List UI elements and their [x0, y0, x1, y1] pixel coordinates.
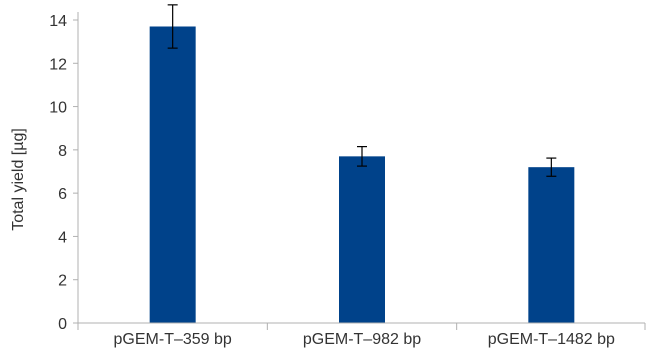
bar [339, 156, 385, 323]
y-axis-title: Total yield [µg] [10, 128, 27, 231]
x-tick-label: pGEM-T–1482 bp [488, 331, 615, 348]
y-tick-label: 14 [49, 13, 67, 30]
y-tick-label: 12 [49, 56, 67, 73]
x-axis-ticks: pGEM-T–359 bp pGEM-T–982 bp pGEM-T–1482 bp [77, 323, 646, 348]
bar [528, 167, 575, 323]
y-tick-label: 8 [58, 143, 67, 160]
error-bar [167, 4, 178, 49]
error-bar [357, 146, 367, 167]
y-tick-label: 6 [58, 186, 67, 203]
x-tick-label: pGEM-T–359 bp [114, 331, 232, 348]
bars [149, 26, 575, 323]
axes [77, 12, 645, 324]
error-bars [167, 4, 557, 177]
x-tick-label: pGEM-T–982 bp [303, 331, 421, 348]
y-tick-label: 4 [58, 229, 67, 246]
y-axis-ticks: 0 2 4 6 8 10 12 14 [49, 13, 78, 333]
bar [149, 26, 196, 323]
y-tick-label: 0 [58, 316, 67, 333]
y-tick-label: 2 [58, 273, 67, 290]
y-tick-label: 10 [49, 100, 67, 117]
error-bar [546, 157, 557, 177]
